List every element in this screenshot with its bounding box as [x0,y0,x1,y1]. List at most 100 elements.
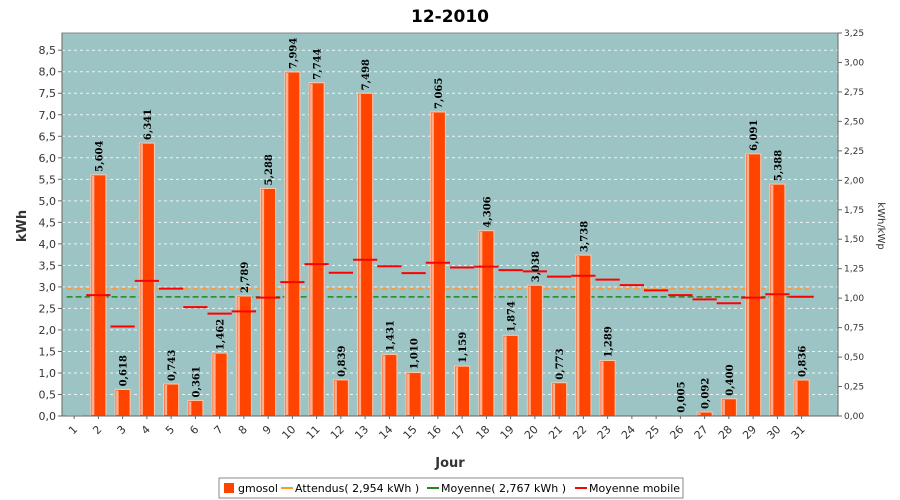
y-tick-label: 6,0 [39,152,57,165]
data-label: 1,010 [410,338,421,369]
y2-tick-label: 0,75 [844,324,864,334]
bar-highlight [795,381,798,415]
y-tick-label: 7,5 [39,87,57,100]
bar-highlight [116,390,119,415]
x-tick-label: 20 [522,423,541,442]
data-label: 3,738 [579,221,590,252]
bar-highlight [504,336,507,415]
data-label: 3,038 [531,251,542,282]
data-label: 7,065 [434,78,445,109]
x-tick-label: 16 [425,423,444,442]
bar-highlight [431,112,434,415]
bar-highlight [479,231,483,415]
bar-highlight [601,361,604,415]
legend: gmosol Attendus( 2,954 kWh ) Moyenne( 2,76… [218,477,684,499]
legend-label: Moyenne( 2,767 kWh ) [441,482,566,495]
data-label: 5,388 [773,150,784,181]
bar-highlight [552,383,556,415]
y2-tick-label: 0,25 [844,383,864,393]
x-tick-label: 29 [740,423,759,442]
bar-highlight [261,189,265,415]
x-tick-label: 30 [764,423,783,442]
x-tick-label: 4 [139,423,153,437]
data-labels: 5,604 0,618 6,341 0,743 0,361 1,462 2,789 5,288… [94,38,808,413]
bar-highlight [455,367,459,415]
x-tick-label: 1 [66,423,80,437]
bar-highlight [140,144,143,415]
bar-highlight [358,94,362,416]
y-tick-label: 3,5 [39,259,57,272]
data-label: 0,092 [701,378,712,409]
y2-tick-label: 0,00 [844,412,864,422]
x-tick-label: 24 [619,423,638,442]
x-tick-label: 21 [546,423,565,442]
x-tick-label: 28 [716,423,735,442]
bar-highlight [576,256,580,415]
x-tick-label: 31 [789,423,808,442]
y2-axis-label: kWh/kWp [875,202,886,249]
y2-tick-label: 1,00 [844,294,864,304]
y-tick-label: 8,0 [39,66,57,79]
bar-highlight [722,399,725,415]
y2-tick-label: 0,50 [844,353,864,363]
moving-average [86,258,814,328]
data-label: 4,306 [482,196,493,227]
x-tick-label: 8 [236,423,250,437]
y2-tick-label: 1,50 [844,235,864,245]
x-tick-label: 3 [115,423,129,437]
x-tick-label: 7 [212,423,226,437]
y2-tick-label: 3,00 [844,58,864,68]
bar-highlight [213,354,216,415]
y-tick-label: 3,0 [39,281,57,294]
y2-tick-label: 2,25 [844,147,864,157]
x-tick-label: 14 [376,423,395,442]
y2-tick-label: 2,50 [844,117,864,127]
y2-tick-label: 2,00 [844,176,864,186]
y-tick-label: 6,5 [39,130,57,143]
legend-box [218,477,684,499]
data-label: 0,361 [191,366,202,397]
x-tick-label: 9 [260,423,274,437]
chart-title: 12-2010 [411,7,489,27]
bar-highlight [746,154,750,415]
data-label: 7,994 [288,38,299,69]
data-label: 7,744 [313,48,324,79]
bar-highlight [310,83,313,416]
legend-label: gmosol [238,482,278,495]
y-tick-label: 1,5 [39,345,57,358]
y-tick-label: 4,0 [39,238,57,251]
data-label: 0,618 [119,355,130,386]
data-label: 1,289 [604,326,615,357]
bar-highlight [382,355,386,415]
data-label: 0,743 [167,350,178,381]
x-tick-label: 11 [304,423,323,442]
data-label: 1,159 [458,332,469,363]
data-label: 0,839 [337,346,348,377]
data-label: 6,341 [143,109,154,140]
data-label: 0,400 [725,364,736,395]
bar-highlight [528,286,531,415]
legend-swatch [224,483,234,493]
data-label: 1,462 [216,319,227,350]
legend-label: Moyenne mobile [589,482,680,495]
bar-highlight [770,185,774,415]
y-tick-label: 0,5 [39,388,57,401]
x-tick-label: 5 [163,423,177,437]
y-tick-label: 8,5 [39,44,57,57]
x-tick-label: 10 [279,423,298,442]
data-label: 1,431 [385,320,396,351]
x-tick-label: 27 [692,423,711,442]
y-tick-label: 2,0 [39,324,57,337]
data-label: 0,773 [555,348,566,379]
y-axis-label: kWh [15,210,30,242]
x-tick-label: 23 [595,423,614,442]
data-label: 7,498 [361,59,372,90]
y-tick-label: 5,5 [39,173,57,186]
bars [66,71,810,417]
data-label: 6,091 [749,120,760,151]
y-tick-label: 0,0 [39,410,57,423]
x-tick-label: 2 [90,423,104,437]
bar-highlight [164,385,168,415]
y-tick-label: 4,5 [39,216,57,229]
